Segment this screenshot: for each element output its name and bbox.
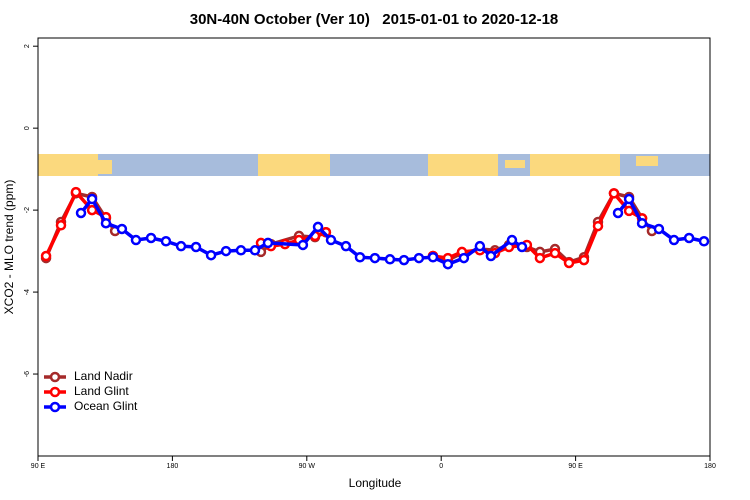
data-point: [506, 234, 518, 246]
y-tick-label: -2: [24, 207, 31, 213]
legend-marker: [49, 371, 61, 383]
data-point: [205, 249, 217, 261]
data-point: [653, 223, 665, 235]
x-tick-label: 90 E: [31, 463, 46, 470]
x-axis-label: Longitude: [349, 476, 402, 490]
data-point: [55, 220, 67, 231]
data-point: [369, 252, 381, 264]
y-tick-label: 2: [24, 44, 31, 48]
data-point: [474, 240, 486, 252]
data-point: [608, 188, 620, 199]
data-point: [262, 237, 274, 249]
data-point: [578, 254, 590, 266]
data-point: [340, 240, 352, 252]
data-point: [160, 236, 172, 247]
data-point: [549, 247, 561, 259]
data-point: [698, 236, 710, 247]
data-point: [683, 232, 695, 244]
data-point: [413, 252, 425, 264]
series-line: [44, 191, 654, 264]
data-point: [40, 250, 52, 262]
x-tick-label: 180: [167, 463, 179, 470]
data-point: [354, 251, 366, 263]
data-point: [190, 241, 202, 253]
plot-frame: [37, 37, 711, 457]
data-point: [220, 245, 232, 257]
series: [40, 188, 658, 268]
data-point: [75, 207, 87, 219]
data-point: [592, 220, 604, 232]
data-point: [623, 193, 635, 205]
data-point: [100, 217, 112, 229]
data-point: [312, 221, 324, 233]
series: [75, 193, 710, 270]
map-strip: [38, 154, 710, 176]
chart-title: 30N-40N October (Ver 10) 2015-01-01 to 2…: [190, 11, 559, 28]
series-line: [79, 197, 705, 266]
data-point: [427, 251, 439, 263]
data-point: [458, 252, 470, 264]
data-point: [516, 241, 528, 253]
data-point: [175, 240, 187, 252]
data-point: [116, 223, 128, 235]
x-tick-label: 0: [439, 463, 443, 470]
y-tick-label: -4: [24, 289, 31, 295]
data-point: [86, 204, 98, 216]
data-point: [235, 245, 247, 256]
data-point: [130, 234, 142, 246]
data-point: [534, 252, 546, 264]
y-axis-label: XCO2 - MLO trend (ppm): [2, 180, 16, 315]
data-point: [442, 258, 454, 270]
data-point: [623, 205, 635, 217]
data-point: [70, 186, 82, 198]
data-point: [325, 234, 337, 246]
series: [40, 186, 648, 269]
x-tick-label: 90 W: [299, 463, 316, 470]
data-point: [398, 254, 410, 266]
data-point: [384, 254, 396, 265]
data-point: [668, 234, 680, 246]
legend-label: Ocean Glint: [74, 399, 138, 413]
data-point: [249, 245, 261, 256]
x-tick-label: 180: [704, 463, 716, 470]
data-point: [485, 250, 497, 262]
y-tick-label: -6: [24, 371, 31, 377]
data-point: [563, 257, 575, 269]
x-tick-label: 90 E: [568, 463, 583, 470]
data-point: [86, 193, 98, 205]
data-point: [145, 232, 157, 244]
data-point: [297, 239, 309, 251]
legend-label: Land Glint: [74, 384, 129, 398]
data-point: [612, 207, 624, 219]
y-tick-label: 0: [24, 126, 31, 130]
legend-label: Land Nadir: [74, 369, 133, 383]
legend-marker: [49, 401, 61, 413]
data-point: [636, 217, 648, 229]
legend-marker: [49, 386, 61, 398]
